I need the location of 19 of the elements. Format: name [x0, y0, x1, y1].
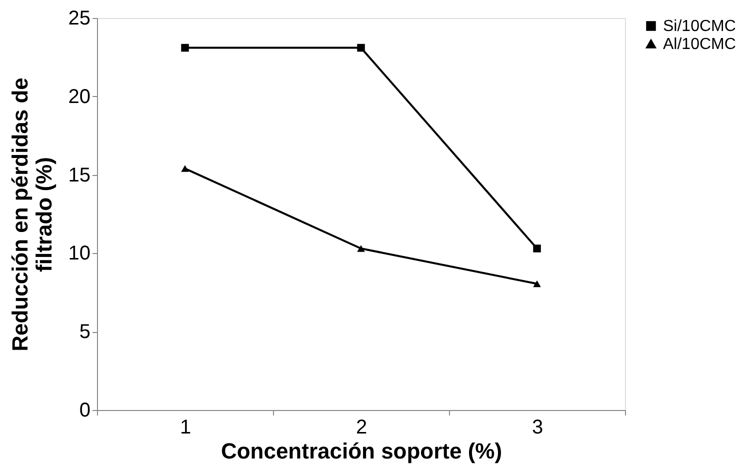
- x-axis-title: Concentración soporte (%): [220, 438, 502, 464]
- y-tick-label: 15: [68, 164, 90, 186]
- point: [357, 44, 365, 52]
- y-tick-label: 10: [68, 242, 90, 265]
- y-axis-title: Reducción en pérdidas de filtrado (%): [7, 78, 56, 352]
- y-tick-label: 5: [79, 321, 90, 344]
- y-tick-label: 25: [68, 8, 90, 30]
- point: [181, 165, 189, 172]
- y-tick-label: 0: [79, 400, 90, 422]
- point: [357, 245, 365, 252]
- x-tick-label: 2: [356, 416, 368, 438]
- legend-label: Al/10CMC: [663, 36, 736, 53]
- point: [533, 244, 541, 252]
- legend-label: Si/10CMC: [663, 18, 736, 35]
- point: [181, 44, 189, 52]
- point: [533, 280, 541, 288]
- x-tick-label: 1: [180, 416, 192, 438]
- x-tick-label: 3: [532, 416, 544, 438]
- y-tick-label: 20: [68, 86, 90, 108]
